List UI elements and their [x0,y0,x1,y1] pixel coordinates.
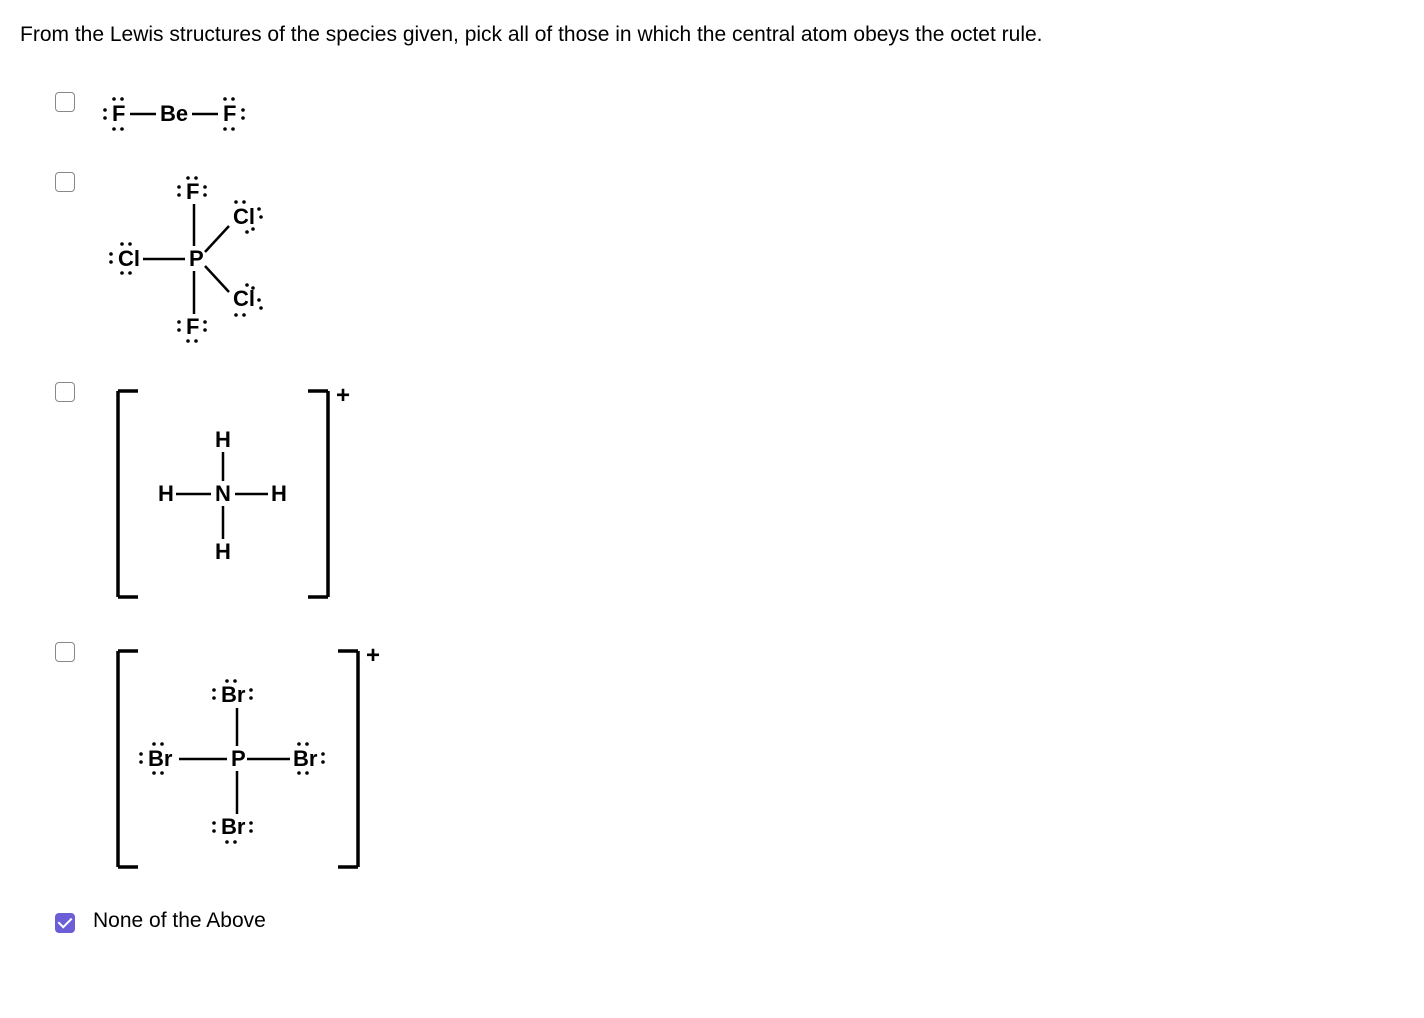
svg-text:Br: Br [293,746,318,771]
svg-text:Cl: Cl [233,286,255,311]
svg-text:Be: Be [160,101,188,126]
question-text: From the Lewis structures of the species… [20,20,1404,49]
checkbox-option-2[interactable] [55,172,75,192]
structure-bef2: F Be F [93,89,273,139]
svg-text:H: H [158,481,174,506]
svg-text:+: + [336,382,350,409]
svg-text:+: + [366,642,380,669]
svg-text:H: H [271,481,287,506]
structure-pf2cl3: P F F Cl [93,169,303,349]
option-row: P F F Cl [55,169,1404,349]
svg-text:F: F [112,101,125,126]
checkbox-option-4[interactable] [55,642,75,662]
svg-text:F: F [223,101,236,126]
option-row: None of the Above [55,909,1404,933]
svg-text:F: F [186,179,199,204]
svg-text:H: H [215,539,231,564]
options-container: F Be F [55,89,1404,933]
checkbox-option-5[interactable] [55,913,75,933]
option-row: + N H H H H [55,379,1404,609]
svg-text:Br: Br [221,682,246,707]
svg-text:Cl: Cl [118,246,140,271]
svg-text:F: F [186,314,199,339]
svg-text:P: P [189,246,204,271]
structure-nh4plus: + N H H H H [93,379,373,609]
checkbox-option-3[interactable] [55,382,75,402]
option-label-none: None of the Above [93,909,266,933]
checkbox-option-1[interactable] [55,92,75,112]
svg-text:Cl: Cl [233,204,255,229]
svg-text:N: N [215,481,231,506]
option-row: + P Br Br Br [55,639,1404,879]
svg-text:Br: Br [148,746,173,771]
svg-text:P: P [231,746,246,771]
option-row: F Be F [55,89,1404,139]
svg-text:Br: Br [221,814,246,839]
structure-pbr4plus: + P Br Br Br [93,639,403,879]
svg-text:H: H [215,427,231,452]
